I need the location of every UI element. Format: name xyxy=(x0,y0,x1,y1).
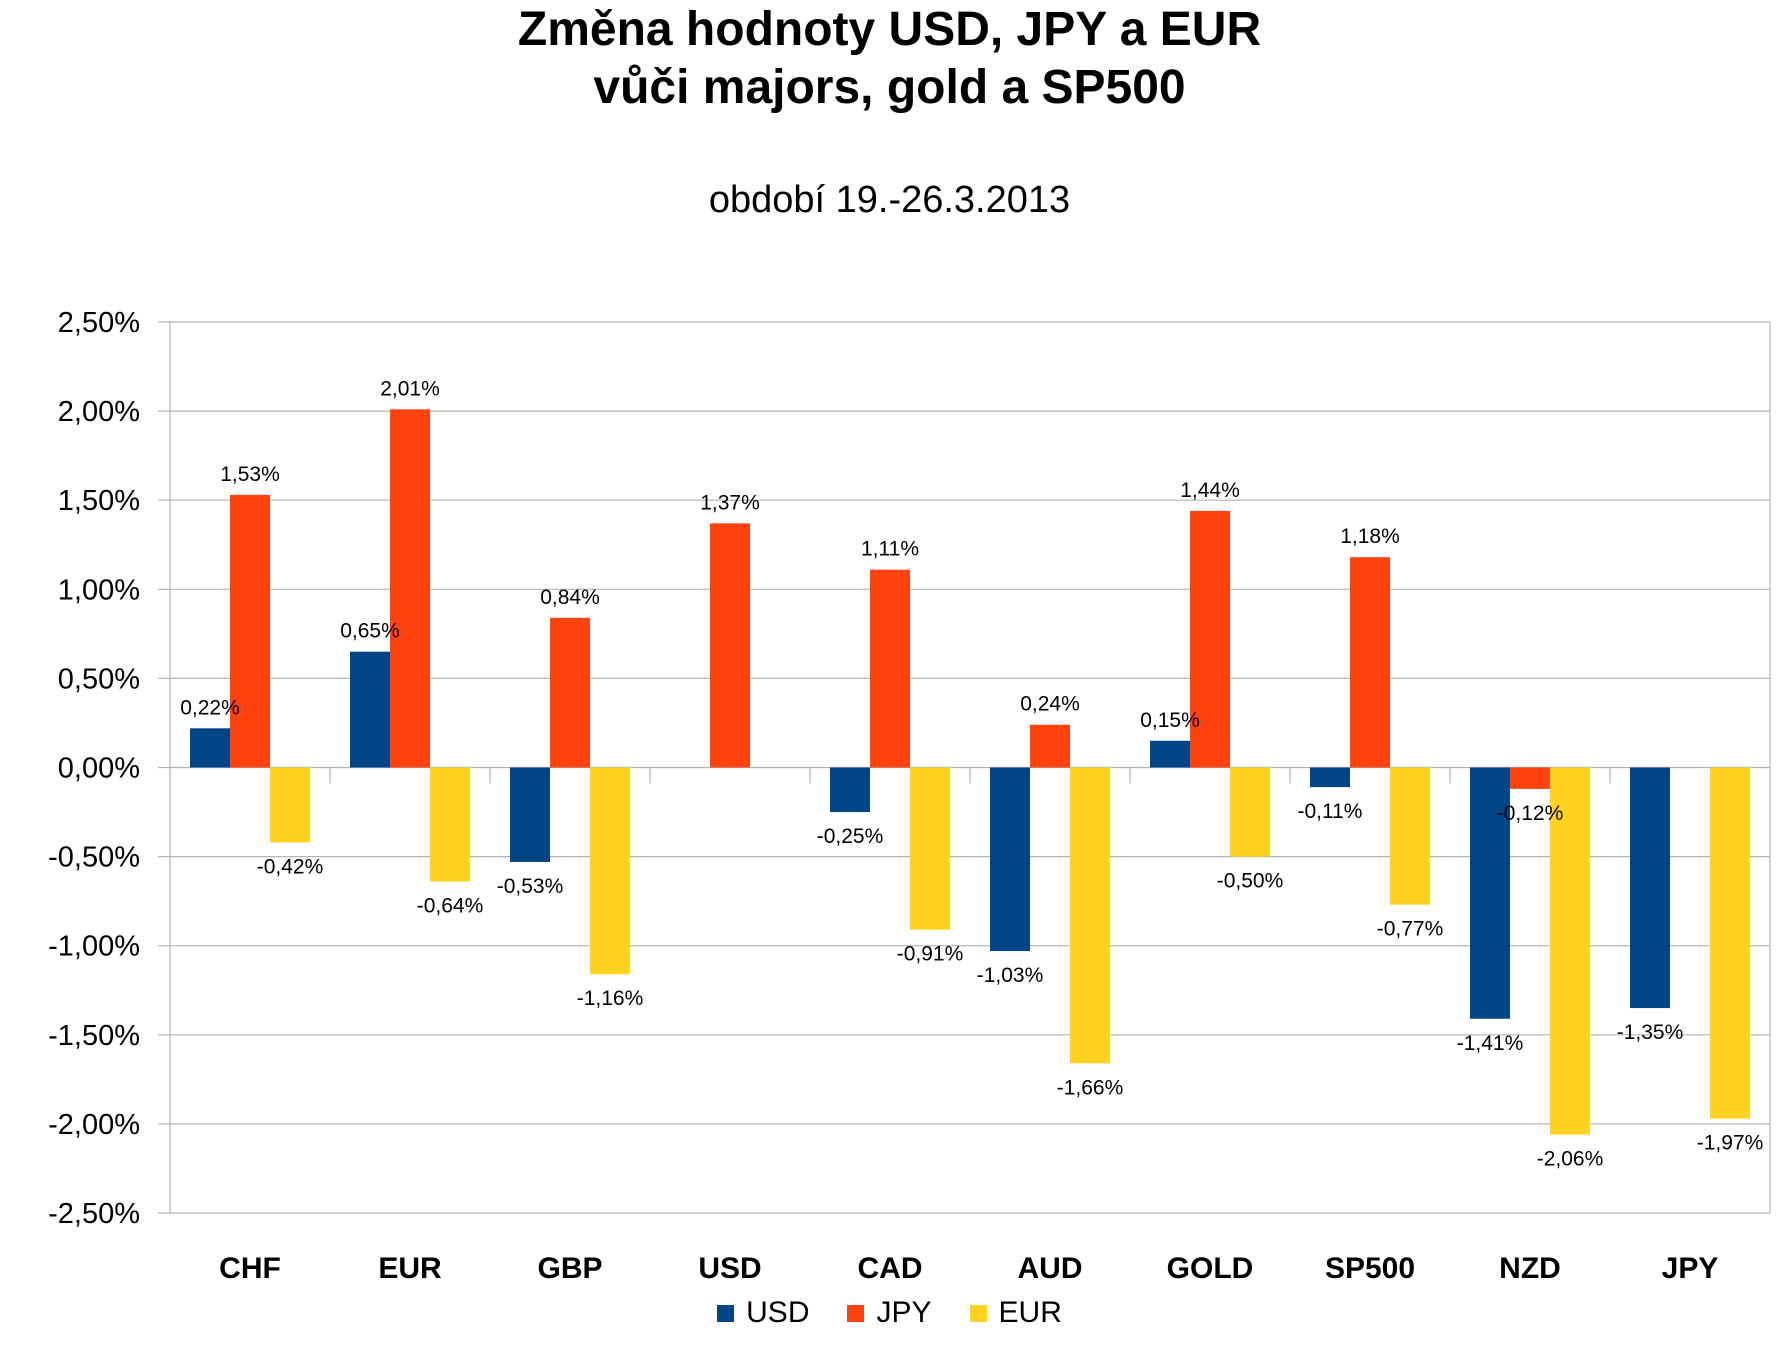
bar-eur-cad xyxy=(910,767,950,930)
bar-usd-aud xyxy=(990,767,1030,952)
bars xyxy=(190,409,1750,1135)
legend-swatch-eur xyxy=(969,1304,987,1322)
data-label-eur-aud: -1,66% xyxy=(1057,1076,1124,1099)
x-category-label: CAD xyxy=(858,1252,923,1285)
chart-title-line-1: Změna hodnoty USD, JPY a EUR xyxy=(517,3,1262,56)
data-label-jpy-cad: 1,11% xyxy=(861,538,919,561)
y-tick-label: 1,50% xyxy=(58,485,140,517)
y-tick-label: 2,50% xyxy=(58,307,140,339)
data-label-eur-cad: -0,91% xyxy=(897,943,964,966)
bar-jpy-chf xyxy=(230,494,270,768)
data-label-usd-jpy: -1,35% xyxy=(1617,1021,1684,1044)
data-label-eur-gold: -0,50% xyxy=(1217,870,1284,893)
data-label-eur-sp500: -0,77% xyxy=(1377,918,1444,941)
legend-item-usd: USD xyxy=(717,1296,809,1330)
bar-jpy-sp500 xyxy=(1350,557,1390,768)
y-tick-label: -2,00% xyxy=(48,1109,140,1141)
data-label-eur-nzd: -2,06% xyxy=(1537,1148,1604,1171)
bar-jpy-aud xyxy=(1030,724,1070,768)
legend-item-eur: EUR xyxy=(969,1296,1062,1330)
data-labels: 0,22% 1,53% -0,42% 0,65% 2,01% -0,64% -0,53% 0,… xyxy=(180,377,1763,1170)
data-label-jpy-aud: 0,24% xyxy=(1020,693,1080,716)
data-label-jpy-usd: 1,37% xyxy=(700,491,760,514)
bar-jpy-nzd xyxy=(1510,767,1550,789)
data-label-jpy-gbp: 0,84% xyxy=(540,586,600,609)
bar-eur-nzd xyxy=(1550,767,1590,1135)
y-tick-label: -1,50% xyxy=(48,1020,140,1052)
bar-jpy-gbp xyxy=(550,617,590,768)
bar-usd-eur xyxy=(350,651,390,768)
data-label-jpy-chf: 1,53% xyxy=(220,463,280,486)
grid-lines xyxy=(170,321,1770,1214)
bar-jpy-eur xyxy=(390,409,430,768)
x-category-label: USD xyxy=(698,1252,761,1285)
y-tick-label: 0,00% xyxy=(58,753,140,785)
x-category-label: SP500 xyxy=(1325,1252,1415,1285)
data-label-eur-eur: -0,64% xyxy=(417,895,484,918)
x-category-label: NZD xyxy=(1499,1252,1561,1285)
legend-item-jpy: JPY xyxy=(847,1296,932,1330)
y-tick-label: -2,50% xyxy=(48,1198,140,1230)
legend-label-eur: EUR xyxy=(998,1296,1062,1329)
data-label-usd-gold: 0,15% xyxy=(1140,709,1200,732)
bar-jpy-gold xyxy=(1190,510,1230,768)
bar-eur-sp500 xyxy=(1390,767,1430,905)
data-label-jpy-eur: 2,01% xyxy=(380,377,440,400)
data-label-usd-sp500: -0,11% xyxy=(1298,800,1363,823)
y-tick-label: 1,00% xyxy=(58,574,140,606)
data-label-usd-chf: 0,22% xyxy=(180,696,240,719)
y-tick-label: -0,50% xyxy=(48,842,140,874)
bar-eur-jpy xyxy=(1710,767,1750,1119)
x-category-label: CHF xyxy=(219,1252,281,1285)
data-label-usd-gbp: -0,53% xyxy=(497,875,564,898)
x-category-label: AUD xyxy=(1018,1252,1083,1285)
x-category-label: GBP xyxy=(537,1252,602,1285)
data-label-eur-jpy: -1,97% xyxy=(1697,1132,1764,1155)
bar-eur-eur xyxy=(430,767,470,882)
legend: USD JPY EUR xyxy=(0,1296,1779,1330)
legend-label-usd: USD xyxy=(746,1296,810,1329)
y-tick-label: 0,50% xyxy=(58,663,140,695)
data-label-jpy-gold: 1,44% xyxy=(1180,479,1240,502)
chart-title-line-2: vůči majors, gold a SP500 xyxy=(593,61,1186,114)
data-label-jpy-sp500: 1,18% xyxy=(1340,525,1400,548)
data-label-usd-nzd: -1,41% xyxy=(1457,1032,1524,1055)
bar-usd-gbp xyxy=(510,767,550,862)
bar-usd-chf xyxy=(190,728,230,768)
bar-eur-aud xyxy=(1070,767,1110,1064)
bar-usd-jpy xyxy=(1630,767,1670,1009)
y-tick-label: -1,00% xyxy=(48,931,140,963)
data-label-jpy-nzd: -0,12% xyxy=(1497,802,1564,825)
x-category-label: EUR xyxy=(378,1252,442,1285)
data-label-usd-eur: 0,65% xyxy=(340,620,400,643)
bar-usd-cad xyxy=(830,767,870,813)
bar-eur-gold xyxy=(1230,767,1270,857)
bar-usd-nzd xyxy=(1470,767,1510,1019)
bar-eur-chf xyxy=(270,767,310,843)
bar-jpy-cad xyxy=(870,569,910,768)
x-category-label: GOLD xyxy=(1167,1252,1254,1285)
data-label-eur-chf: -0,42% xyxy=(257,855,324,878)
bar-jpy-usd xyxy=(710,523,750,768)
legend-swatch-usd xyxy=(717,1304,735,1322)
chart-subtitle: období 19.-26.3.2013 xyxy=(708,179,1071,221)
y-tick-label: 2,00% xyxy=(58,396,140,428)
bar-usd-sp500 xyxy=(1310,767,1350,788)
bar-usd-gold xyxy=(1150,740,1190,768)
bar-eur-gbp xyxy=(590,767,630,975)
data-label-usd-aud: -1,03% xyxy=(977,964,1044,987)
data-label-usd-cad: -0,25% xyxy=(817,825,884,848)
legend-label-jpy: JPY xyxy=(876,1296,932,1329)
x-category-label: JPY xyxy=(1662,1252,1719,1285)
legend-swatch-jpy xyxy=(847,1304,865,1322)
axes: 2,50% 2,00% 1,50% 1,00% 0,50% 0,00% -0,50% -1,0… xyxy=(48,307,1771,1285)
data-label-eur-gbp: -1,16% xyxy=(577,987,644,1010)
